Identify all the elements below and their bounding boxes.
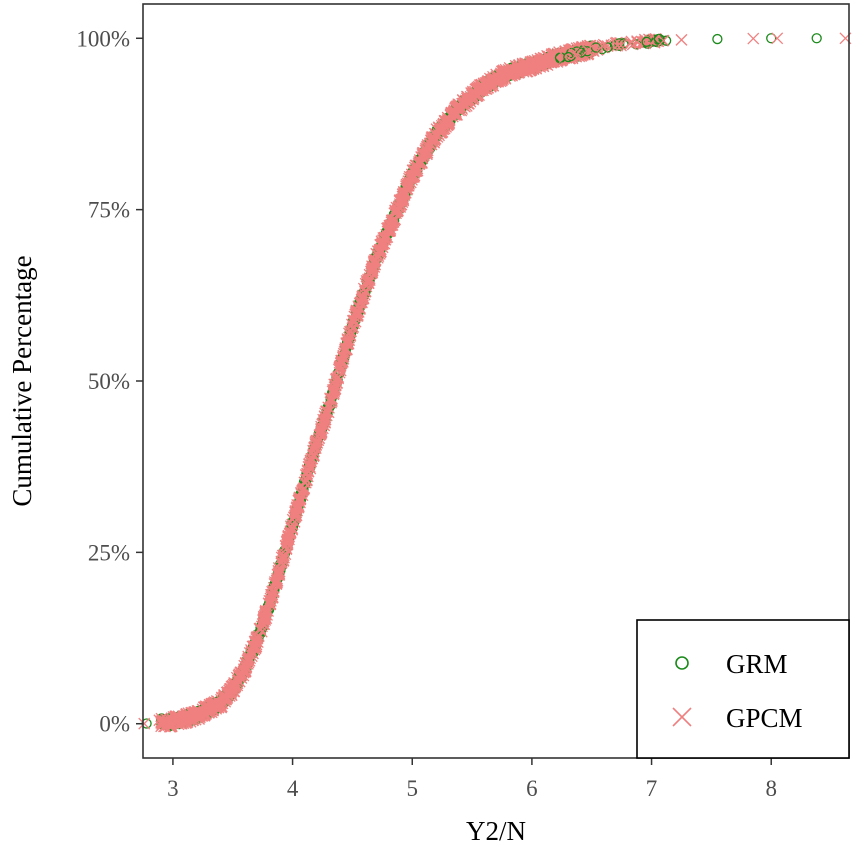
gpcm-point bbox=[567, 47, 580, 60]
gpcm-point bbox=[288, 515, 301, 528]
gpcm-point bbox=[373, 247, 386, 260]
gpcm-point bbox=[282, 531, 295, 544]
gpcm-point bbox=[415, 156, 428, 169]
gpcm-point bbox=[289, 509, 301, 522]
gpcm-point bbox=[273, 567, 286, 580]
y-tick-label: 0% bbox=[99, 712, 130, 737]
y-tick-label: 75% bbox=[88, 198, 130, 223]
gpcm-point bbox=[272, 564, 285, 577]
gpcm-point bbox=[228, 685, 241, 698]
gpcm-point bbox=[239, 664, 252, 677]
grm-point bbox=[582, 46, 593, 57]
gpcm-point bbox=[250, 638, 263, 651]
gpcm-point bbox=[302, 465, 315, 478]
legend-label-gpcm: GPCM bbox=[726, 703, 803, 733]
legend-key-gpcm bbox=[672, 707, 692, 727]
gpcm-point bbox=[378, 232, 391, 245]
gpcm-point bbox=[581, 44, 594, 57]
x-tick-label: 6 bbox=[526, 776, 538, 801]
x-tick-label: 3 bbox=[167, 776, 179, 801]
x-axis-title: Y2/N bbox=[466, 816, 526, 844]
x-tick-label: 4 bbox=[287, 776, 299, 801]
legend: GRM GPCM bbox=[636, 619, 850, 759]
grm-point bbox=[653, 33, 665, 45]
gpcm-point bbox=[138, 717, 151, 730]
gpcm-point bbox=[369, 253, 382, 266]
gpcm-point bbox=[328, 383, 341, 396]
grm-point bbox=[766, 33, 777, 44]
gpcm-point bbox=[596, 40, 609, 52]
gpcm-point bbox=[747, 32, 760, 45]
gpcm-point bbox=[268, 576, 281, 589]
gpcm-point bbox=[266, 585, 279, 598]
gpcm-point bbox=[357, 291, 370, 304]
x-tick-label: 5 bbox=[406, 776, 418, 801]
points-layer bbox=[138, 32, 852, 733]
y-tick-label: 25% bbox=[88, 540, 130, 565]
grm-point bbox=[811, 33, 822, 44]
gpcm-point bbox=[675, 33, 688, 46]
y-axis-title: Cumulative Percentage bbox=[7, 255, 37, 506]
gpcm-point bbox=[301, 470, 314, 483]
gpcm-point bbox=[266, 588, 279, 601]
gpcm-point bbox=[386, 214, 399, 227]
gpcm-point bbox=[401, 182, 414, 195]
gpcm-point bbox=[360, 280, 373, 293]
gpcm-point bbox=[771, 32, 784, 45]
gpcm-point bbox=[637, 35, 650, 48]
x-tick-label: 8 bbox=[765, 776, 777, 801]
grm-point bbox=[641, 36, 652, 47]
gpcm-point bbox=[366, 260, 378, 273]
gpcm-point bbox=[625, 35, 638, 48]
gpcm-point bbox=[285, 521, 298, 534]
gpcm-point bbox=[296, 485, 309, 498]
gpcm-point bbox=[238, 663, 251, 676]
gpcm-point bbox=[344, 329, 357, 342]
gpcm-point bbox=[260, 612, 273, 625]
gpcm-point bbox=[262, 605, 274, 617]
gpcm-point bbox=[347, 320, 360, 333]
axes-layer: 3 4 5 6 7 8 0% 25% 50% 75% 100% bbox=[76, 26, 777, 801]
gpcm-point bbox=[362, 277, 375, 290]
x-tick-label: 7 bbox=[646, 776, 658, 801]
gpcm-point bbox=[611, 39, 624, 52]
gpcm-point bbox=[310, 439, 323, 452]
gpcm-point bbox=[272, 568, 285, 581]
gpcm-point bbox=[420, 148, 433, 161]
y-tick-label: 100% bbox=[76, 26, 130, 51]
gpcm-point bbox=[570, 48, 583, 61]
gpcm-point bbox=[293, 491, 306, 504]
grm-point bbox=[712, 33, 723, 45]
y-tick-label: 50% bbox=[88, 369, 130, 394]
legend-label-grm: GRM bbox=[726, 649, 788, 679]
gpcm-point bbox=[249, 641, 262, 653]
gpcm-point bbox=[558, 51, 571, 64]
gpcm-point bbox=[615, 39, 627, 52]
gpcm-point bbox=[355, 296, 368, 309]
gpcm-point bbox=[378, 231, 391, 244]
gpcm-point bbox=[329, 378, 342, 391]
gpcm-point bbox=[325, 396, 338, 409]
gpcm-point bbox=[266, 591, 279, 604]
gpcm-point bbox=[231, 679, 244, 692]
grm-point bbox=[563, 51, 574, 63]
legend-box bbox=[636, 619, 850, 759]
gpcm-point bbox=[290, 509, 303, 522]
gpcm-point bbox=[286, 523, 299, 536]
gpcm-point bbox=[322, 406, 335, 419]
gpcm-point bbox=[280, 542, 293, 555]
gpcm-point bbox=[305, 455, 318, 468]
gpcm-point bbox=[277, 551, 290, 564]
gpcm-point bbox=[389, 213, 402, 226]
gpcm-point bbox=[314, 428, 327, 441]
gpcm-point bbox=[334, 359, 347, 372]
gpcm-point bbox=[657, 34, 670, 47]
gpcm-point bbox=[359, 285, 372, 298]
legend-key-grm bbox=[675, 656, 689, 670]
gpcm-point bbox=[361, 275, 374, 288]
gpcm-point bbox=[409, 165, 422, 178]
gpcm-point bbox=[411, 164, 424, 177]
